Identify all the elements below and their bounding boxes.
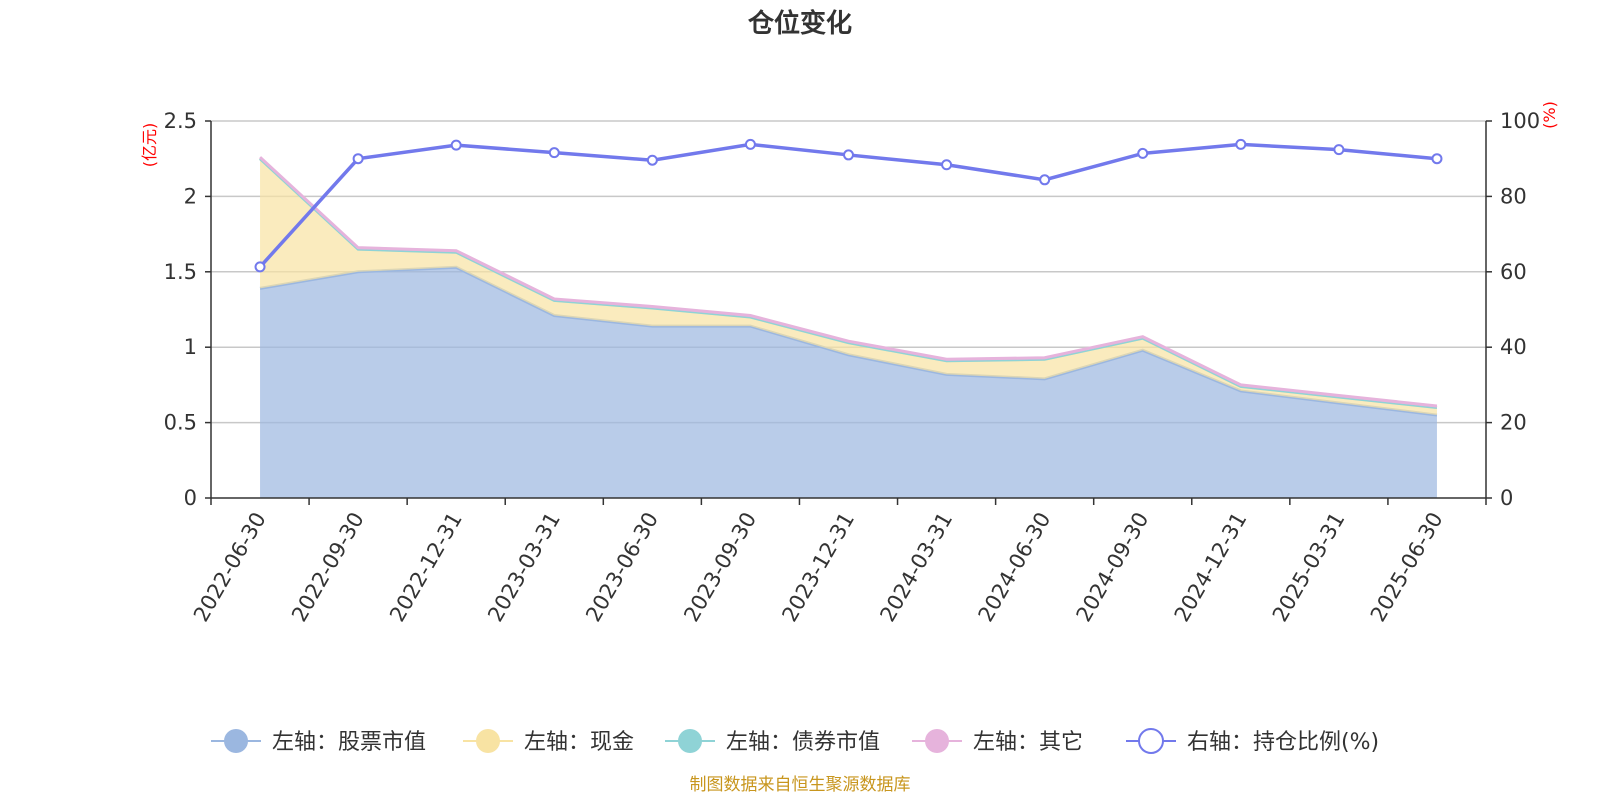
holding-ratio-point[interactable] [646,154,658,166]
holding-ratio-point[interactable] [1333,144,1345,156]
right-tick-label: 0 [1500,486,1513,510]
stacked-area-edge [259,156,1438,408]
holding-ratio-point[interactable] [941,159,953,171]
legend-label: 右轴：持仓比例(%) [1187,730,1379,755]
holding-ratio-point[interactable] [1137,147,1149,159]
x-tick-label: 2024-06-30 [974,508,1056,626]
holding-ratio-point[interactable] [548,147,560,159]
holding-ratio-point[interactable] [1431,153,1443,165]
right-tick-label: 60 [1500,260,1527,284]
x-tick-label: 2025-03-31 [1268,508,1350,626]
stacked-area [260,267,1437,498]
left-tick-label: 0.5 [164,411,197,435]
chart-title: 仓位变化 [747,8,852,39]
legend-label: 左轴：现金 [524,730,634,755]
left-tick-label: 1.5 [164,260,197,284]
holding-ratio-point[interactable] [843,149,854,161]
x-tick-label: 2022-12-31 [385,508,467,626]
holding-ratio-polyline [258,142,1438,269]
right-tick-label: 80 [1500,184,1527,208]
x-tick-label: 2023-06-30 [581,508,663,626]
legend-dot-icon [224,729,248,753]
legend-item[interactable]: 右轴：持仓比例(%) [1126,728,1379,755]
legend-dot-icon [678,729,702,753]
x-tick-label: 2024-09-30 [1072,508,1154,626]
holding-ratio-point[interactable] [744,138,756,150]
left-axis-unit: (亿元) [140,123,159,168]
left-tick-label: 2 [184,184,197,208]
x-tick-label: 2023-12-31 [777,508,859,626]
stacked-areas [259,156,1438,498]
source-note: 制图数据来自恒生聚源数据库 [690,775,911,795]
legend-label: 左轴：其它 [973,730,1083,755]
legend-item[interactable]: 左轴：其它 [912,729,1083,755]
x-tick-label: 2022-09-30 [287,508,369,626]
left-tick-label: 0 [184,486,197,510]
legend-item[interactable]: 左轴：股票市值 [211,729,426,755]
x-tick-label: 2023-03-31 [483,508,565,626]
x-tick-label: 2023-09-30 [679,508,761,626]
holding-ratio-point[interactable] [352,153,364,165]
holding-ratio-line [254,138,1443,273]
right-axis-unit: (%) [1540,101,1559,129]
left-tick-label: 2.5 [164,109,197,133]
legend-label: 左轴：股票市值 [272,730,426,755]
holding-ratio-point[interactable] [1235,138,1247,150]
x-tick-label: 2022-06-30 [189,508,271,626]
x-tick-label: 2025-06-30 [1366,508,1448,626]
right-tick-label: 40 [1500,335,1527,359]
holding-ratio-point[interactable] [254,261,266,273]
legend-label: 左轴：债券市值 [726,730,880,755]
holding-ratio-point[interactable] [450,139,462,151]
legend-dot-icon [925,729,949,753]
x-tick-label: 2024-03-31 [875,508,957,626]
holding-ratio-point[interactable] [1039,174,1051,186]
legend-item[interactable]: 左轴：现金 [463,729,634,755]
x-tick-label: 2024-12-31 [1170,508,1252,626]
right-tick-label: 20 [1500,411,1527,435]
legend-ring-icon [1138,728,1164,754]
legend-dot-icon [476,729,500,753]
legend-item[interactable]: 左轴：债券市值 [665,729,880,755]
legend: 左轴：股票市值 左轴：现金 左轴：债券市值 左轴：其它 右轴：持仓比例(%) [211,728,1379,755]
left-tick-label: 1 [184,335,197,359]
right-tick-label: 100 [1500,109,1540,133]
